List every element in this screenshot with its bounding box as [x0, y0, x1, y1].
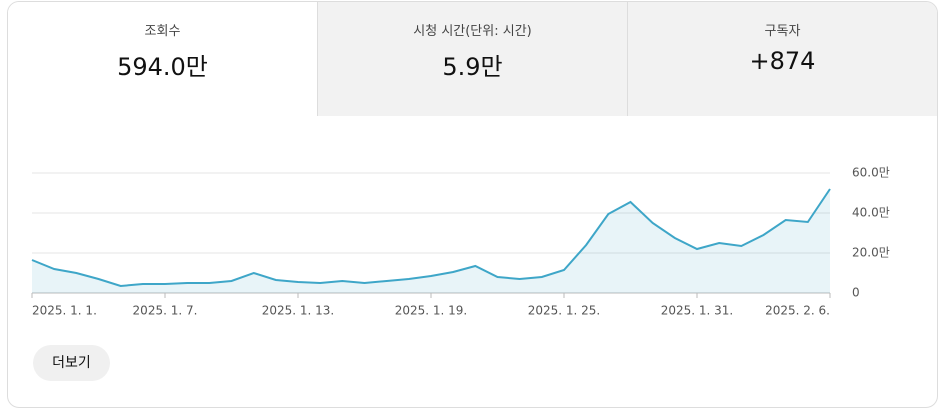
x-tick-label: 2025. 1. 7.	[133, 304, 198, 318]
x-tick-label: 2025. 1. 25.	[528, 304, 601, 318]
card: 조회수 594.0만 시청 시간(단위: 시간) 5.9만 구독자 +874 더보기	[7, 1, 938, 408]
tab-value: 5.9만	[442, 53, 503, 81]
tab[interactable]: 구독자 +874	[627, 2, 937, 116]
x-tick-label: 2025. 1. 1.	[32, 304, 97, 318]
more-button[interactable]: 더보기	[33, 345, 110, 381]
y-tick-label: 40.0만	[852, 206, 890, 220]
tab-label: 조회수	[144, 24, 181, 39]
line	[31, 188, 831, 288]
tab-label: 시청 시간(단위: 시간)	[413, 24, 532, 39]
x-tick-label: 2025. 2. 6.	[765, 304, 830, 318]
y-tick-label: 60.0만	[852, 166, 890, 180]
tab-value: +874	[749, 47, 816, 75]
x-tick-label: 2025. 1. 19.	[395, 304, 468, 318]
tab[interactable]: 조회수 594.0만	[8, 2, 317, 116]
y-tick-label: 0	[852, 286, 860, 300]
tab[interactable]: 시청 시간(단위: 시간) 5.9만	[317, 2, 627, 116]
x-tick-label: 2025. 1. 13.	[262, 304, 335, 318]
y-tick-label: 20.0만	[852, 246, 890, 260]
x-tick-label: 2025. 1. 31.	[661, 304, 734, 318]
tab-label: 구독자	[764, 24, 801, 39]
tab-value: 594.0만	[117, 53, 208, 81]
area	[32, 189, 830, 293]
